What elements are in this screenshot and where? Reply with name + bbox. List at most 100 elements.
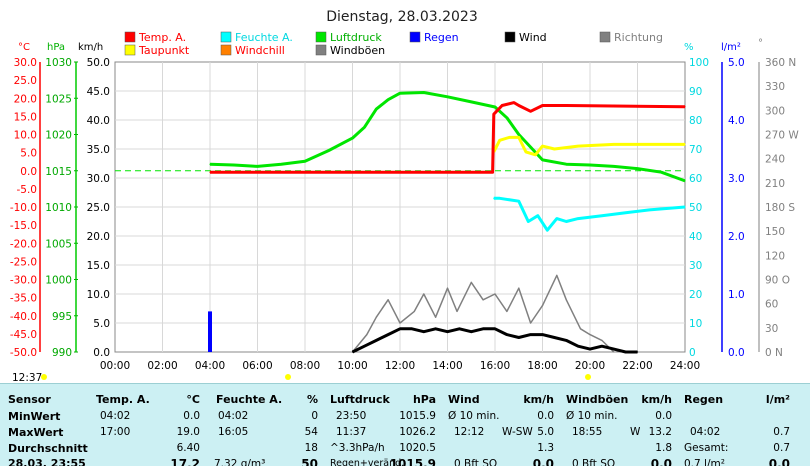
legend-label: Feuchte A. <box>235 31 293 44</box>
time-tick: 24:00 <box>670 360 700 372</box>
data-point <box>589 334 591 336</box>
data-point <box>470 331 472 333</box>
data-point <box>625 212 627 214</box>
stats-wind: Wind km/h Ø 10 min. 0.0 12:12 W-SW 5.0 1… <box>446 384 556 466</box>
pressure-tick: 1000 <box>45 275 72 287</box>
humidity-tick: 90 <box>689 86 702 98</box>
data-point <box>470 281 472 283</box>
pressure-tick: 1030 <box>45 57 72 69</box>
legend: Temp. A. Feuchte A. Luftdruck Regen Wind Rich… <box>124 31 663 57</box>
rain-header: Regen <box>684 393 724 406</box>
data-point <box>513 102 515 104</box>
time-tick: 00:00 <box>100 360 130 372</box>
data-point <box>506 334 508 336</box>
temp-tick: -20.0 <box>10 238 37 250</box>
data-point <box>456 310 458 312</box>
gusts-header: Windböen <box>566 393 629 406</box>
time-tick: 06:00 <box>242 360 272 372</box>
legend-swatch <box>124 44 136 56</box>
humidity-tick: 100 <box>689 57 709 69</box>
direction-unit-label: ° <box>758 38 763 49</box>
wind-tick: 30.0 <box>87 173 110 185</box>
direction-tick: 240 <box>765 154 785 166</box>
data-point <box>601 215 603 217</box>
sunrise-time: 12:37 <box>12 372 42 383</box>
grid <box>115 62 685 352</box>
data-point <box>565 299 567 301</box>
humidity-unit: % <box>306 393 318 406</box>
pressure-unit: hPa <box>412 393 436 406</box>
data-point <box>499 197 501 199</box>
legend-swatch <box>315 31 327 43</box>
data-point <box>399 92 401 94</box>
rain-tick: 0.0 <box>728 347 745 359</box>
data-point <box>534 154 537 156</box>
legend-swatch <box>220 31 232 43</box>
direction-tick: 90 O <box>765 275 790 287</box>
axis-ticks: 30.0 25.0 20.0 15.0 10.0 5.0 0.0 -5.0 -10.0 -15.0… <box>10 57 800 372</box>
data-point <box>499 139 501 141</box>
sunset-marker <box>585 374 591 380</box>
temp-current: 17.2 <box>170 457 200 466</box>
data-point <box>446 331 449 333</box>
temp-tick: 25.0 <box>14 75 37 87</box>
rain-current: 0.0 <box>768 457 790 466</box>
humidity-abs-note: 7.32 g/m³ <box>214 458 266 466</box>
data-point <box>518 336 520 339</box>
data-point <box>613 165 615 167</box>
data-point <box>541 159 544 161</box>
data-point <box>577 218 579 220</box>
data-point <box>556 274 558 276</box>
data-point <box>494 328 496 330</box>
humidity-max-value: 54 <box>304 426 318 438</box>
wind-min-note: Ø 10 min. <box>448 410 500 422</box>
data-point <box>518 136 520 138</box>
temp-tick: -10.0 <box>10 202 37 214</box>
data-point <box>518 287 520 289</box>
data-point <box>530 334 532 336</box>
data-point <box>375 108 377 110</box>
data-point <box>506 310 508 312</box>
humidity-tick: 80 <box>689 115 702 127</box>
wind-tick: 5.0 <box>93 318 110 330</box>
rain-tick: 2.0 <box>728 231 745 243</box>
humidity-max-time: 16:05 <box>218 426 249 438</box>
legend-swatch <box>504 31 516 43</box>
data-point <box>525 151 527 153</box>
direction-tick: 0 N <box>765 347 783 359</box>
humidity-average: 18 <box>304 442 318 454</box>
data-point <box>577 145 579 147</box>
data-point <box>541 104 544 107</box>
wind-min-value: 0.0 <box>537 410 554 422</box>
wind-tick: 40.0 <box>87 115 110 127</box>
pressure-forecast: Regen+veränd. <box>330 458 405 466</box>
legend-label: Taupunkt <box>138 44 190 57</box>
gusts-min-note: Ø 10 min. <box>566 410 618 422</box>
data-point <box>446 96 449 98</box>
direction-tick: 60 <box>765 299 778 311</box>
pressure-tick: 995 <box>52 311 72 323</box>
pressure-trend: ^3.3hPa/h <box>330 442 385 454</box>
direction-tick: 120 <box>765 250 785 262</box>
gusts-max-value: 13.2 <box>648 426 672 438</box>
rain-total-label: Gesamt: <box>684 442 729 454</box>
rain-current-note: 0.7 l/m² <box>684 458 725 466</box>
data-point <box>530 322 532 324</box>
row-label-average: Durchschnitt <box>8 442 88 455</box>
temp-tick: 5.0 <box>20 148 37 160</box>
legend-label: Wind <box>519 31 547 44</box>
data-point <box>387 299 389 301</box>
data-point <box>636 168 639 170</box>
wind-tick: 15.0 <box>87 260 110 272</box>
pressure-tick: 1010 <box>45 202 72 214</box>
temp-tick: 20.0 <box>14 93 37 105</box>
pressure-tick: 1020 <box>45 130 72 142</box>
temp-unit-label: °C <box>18 42 30 53</box>
wind-current: 0.0 <box>532 457 554 466</box>
rain-tick: 4.0 <box>728 115 745 127</box>
stats-temp: Temp. A. °C 04:02 0.0 17:00 19.0 6.40 17… <box>92 384 202 466</box>
data-point <box>565 163 567 165</box>
data-point <box>684 180 686 182</box>
sunrise-marker-left <box>41 374 47 380</box>
data-point <box>530 110 532 112</box>
